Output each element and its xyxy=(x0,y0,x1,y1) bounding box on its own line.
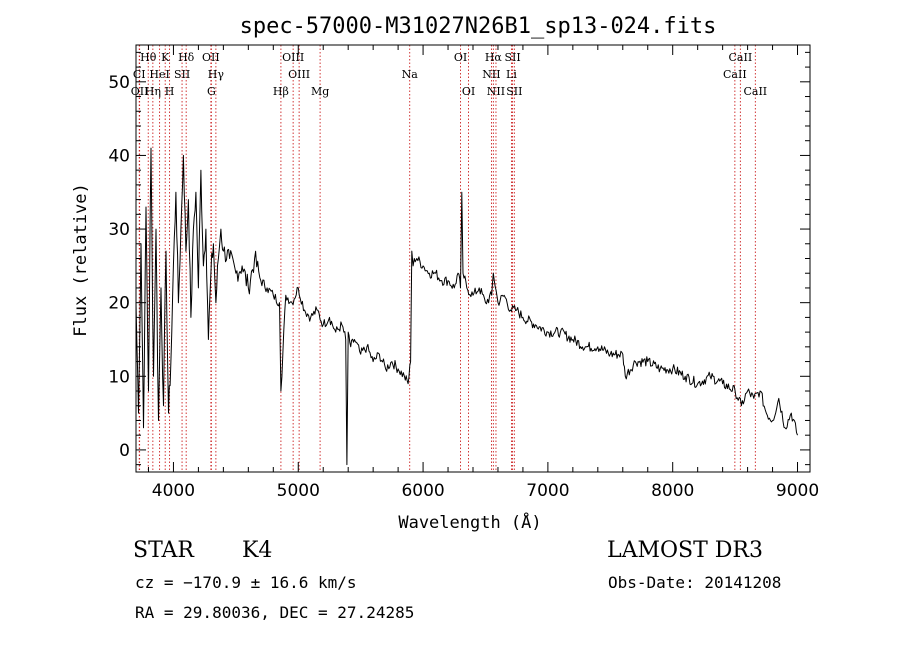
object-subclass: K4 xyxy=(242,538,273,563)
line-label: Hβ xyxy=(273,85,289,98)
y-tick-label: 0 xyxy=(119,441,130,461)
coordinates: RA = 29.80036, DEC = 27.24285 xyxy=(135,603,415,622)
x-tick-label: 4000 xyxy=(152,481,195,501)
y-axis-label: Flux (relative) xyxy=(71,183,91,337)
line-label: OII xyxy=(202,51,220,64)
y-tick-label: 40 xyxy=(108,146,130,166)
line-label: NII xyxy=(487,85,505,98)
y-tick-label: 20 xyxy=(108,294,130,314)
line-label: CaII xyxy=(723,68,747,81)
plot-frame xyxy=(135,44,811,473)
x-tick-label: 5000 xyxy=(277,481,320,501)
chart-title: spec-57000-M31027N26B1_sp13-024.fits xyxy=(240,14,717,39)
line-label: Hα xyxy=(485,51,503,64)
line-label: CI xyxy=(133,68,146,81)
line-label: SII xyxy=(506,85,522,98)
x-tick-label: 8000 xyxy=(651,481,694,501)
redshift-cz: cz = −170.9 ± 16.6 km/s xyxy=(135,573,357,592)
line-label: OI xyxy=(462,85,475,98)
line-label: CaII xyxy=(743,85,767,98)
x-tick-label: 9000 xyxy=(776,481,819,501)
line-label: K xyxy=(161,51,170,64)
line-label: Li xyxy=(506,68,517,81)
line-label: CaII xyxy=(729,51,753,64)
x-tick-label: 6000 xyxy=(401,481,444,501)
observation-date: Obs-Date: 20141208 xyxy=(608,573,782,592)
line-label: Na xyxy=(402,68,419,81)
line-label: G xyxy=(207,85,216,98)
line-label: Hγ xyxy=(208,68,225,81)
y-tick-label: 30 xyxy=(108,220,130,240)
tick-labels: 4000 5000 6000 7000 8000 9000 0 10 20 30 40 50 xyxy=(108,73,819,501)
survey-name: LAMOST DR3 xyxy=(607,538,763,563)
line-label: OI xyxy=(454,51,467,64)
line-label: HeI xyxy=(149,68,169,81)
y-tick-label: 50 xyxy=(108,73,130,93)
object-class: STAR xyxy=(133,538,194,563)
axis-ticks xyxy=(136,45,810,472)
line-label: OIII xyxy=(288,68,310,81)
line-label: NII xyxy=(482,68,500,81)
x-axis-label: Wavelength (Å) xyxy=(398,511,541,533)
line-label: Mg xyxy=(311,85,329,98)
series-group xyxy=(135,147,798,466)
line-label: OIII xyxy=(282,51,304,64)
line-label: Hδ xyxy=(178,51,195,64)
line-label: OII xyxy=(131,85,149,98)
x-tick-label: 7000 xyxy=(526,481,569,501)
spectral-line-markers xyxy=(138,45,756,472)
plot-border xyxy=(135,44,811,473)
line-label: Hη xyxy=(145,85,161,98)
y-tick-label: 10 xyxy=(108,367,130,387)
line-label: Hθ xyxy=(140,51,157,64)
series-line xyxy=(135,147,798,466)
line-label: SII xyxy=(174,68,190,81)
line-label: H xyxy=(165,85,175,98)
line-label: SII xyxy=(504,51,520,64)
